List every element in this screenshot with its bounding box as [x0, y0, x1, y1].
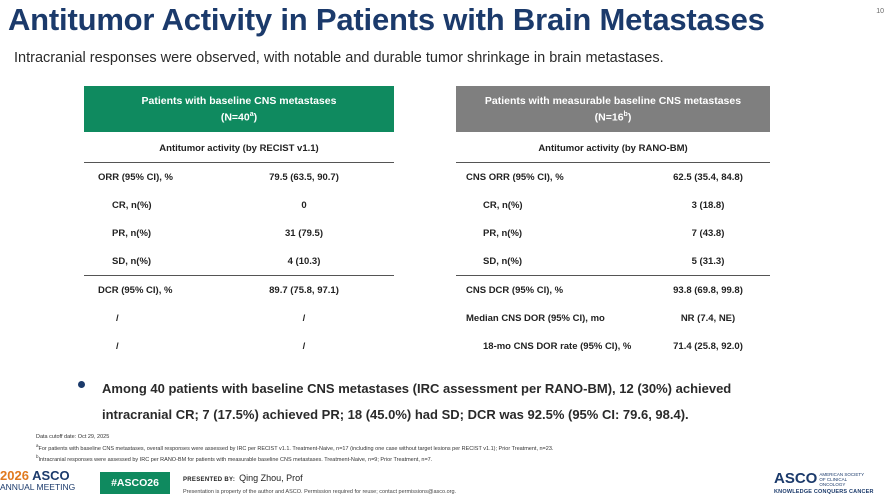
- table-row: ORR (95% CI), % 79.5 (63.5, 90.7): [84, 163, 394, 191]
- row-label: CNS DCR (95% CI), %: [466, 284, 564, 296]
- measurable-cns-header-n: (N=16b): [594, 110, 632, 124]
- row-label: /: [116, 340, 119, 352]
- measurable-cns-header: Patients with measurable baseline CNS me…: [456, 86, 770, 132]
- presenter-name: Qing Zhou, Prof: [239, 473, 303, 483]
- summary-bullet: Among 40 patients with baseline CNS meta…: [78, 376, 868, 428]
- property-note: Presentation is property of the author a…: [183, 489, 457, 495]
- row-label: ORR (95% CI), %: [98, 171, 173, 183]
- baseline-cns-header-title: Patients with baseline CNS metastases: [141, 94, 337, 107]
- table-row: / /: [84, 332, 394, 360]
- slide-footer: 2026 ASCO ANNUAL MEETING #ASCO26 PRESENT…: [0, 464, 888, 500]
- table-row: SD, n(%) 4 (10.3): [84, 247, 394, 275]
- row-value: 5 (31.3): [691, 255, 725, 267]
- table-row: SD, n(%) 5 (31.3): [456, 247, 770, 275]
- hashtag-badge: #ASCO26: [100, 472, 170, 494]
- asco-annual-meeting-logo: 2026 ASCO ANNUAL MEETING: [0, 468, 76, 492]
- table-row: Median CNS DOR (95% CI), mo NR (7.4, NE): [456, 304, 770, 332]
- presented-by: PRESENTED BY: Qing Zhou, Prof: [183, 473, 303, 483]
- asco-society-logo: ASCO AMERICAN SOCIETY OF CLINICAL ONCOLOG…: [774, 470, 874, 495]
- baseline-cns-subheader: Antitumor activity (by RECIST v1.1): [84, 134, 394, 163]
- row-value: /: [302, 340, 306, 352]
- row-label: CR, n(%): [112, 199, 152, 211]
- bullet-line-1: Among 40 patients with baseline CNS meta…: [102, 381, 732, 396]
- bullet-text: Among 40 patients with baseline CNS meta…: [102, 376, 868, 428]
- bullet-dot: [78, 381, 85, 388]
- row-label: PR, n(%): [112, 227, 152, 239]
- row-value: 79.5 (63.5, 90.7): [269, 171, 339, 183]
- row-value: 4 (10.3): [287, 255, 321, 267]
- row-value: 0: [301, 199, 307, 211]
- row-label: Median CNS DOR (95% CI), mo: [466, 312, 605, 324]
- table-row: CR, n(%) 0: [84, 191, 394, 219]
- bullet-line-2: intracranial CR; 7 (17.5%) achieved PR; …: [102, 407, 689, 422]
- table-row: 18-mo CNS DOR rate (95% CI), % 71.4 (25.8…: [456, 332, 770, 360]
- table-row: PR, n(%) 7 (43.8): [456, 219, 770, 247]
- row-label: CR, n(%): [483, 199, 523, 211]
- row-value: 71.4 (25.8, 92.0): [673, 340, 743, 352]
- table-row: CR, n(%) 3 (18.8): [456, 191, 770, 219]
- row-value: NR (7.4, NE): [680, 312, 736, 324]
- footnote-cutoff: Data cutoff date: Oct 29, 2025: [36, 434, 110, 440]
- slide-subtitle: Intracranial responses were observed, wi…: [14, 50, 664, 66]
- measurable-cns-subheader: Antitumor activity (by RANO-BM): [456, 134, 770, 163]
- row-value: 31 (79.5): [284, 227, 324, 239]
- table-row: PR, n(%) 31 (79.5): [84, 219, 394, 247]
- table-row: CNS ORR (95% CI), % 62.5 (35.4, 84.8): [456, 163, 770, 191]
- baseline-cns-rows: ORR (95% CI), % 79.5 (63.5, 90.7) CR, n(%…: [84, 163, 394, 360]
- row-value: 3 (18.8): [691, 199, 725, 211]
- slide-title: Antitumor Activity in Patients with Brai…: [8, 2, 765, 37]
- row-value: 89.7 (75.8, 97.1): [269, 284, 339, 296]
- footnote-b: bIntracranial responses were assessed by…: [36, 453, 433, 463]
- measurable-cns-header-title: Patients with measurable baseline CNS me…: [484, 94, 742, 107]
- footnotes: Data cutoff date: Oct 29, 2025 aFor pati…: [36, 434, 553, 464]
- row-value: 93.8 (69.8, 99.8): [673, 284, 743, 296]
- row-label: /: [116, 312, 119, 324]
- row-value: 7 (43.8): [691, 227, 725, 239]
- measurable-cns-rows: CNS ORR (95% CI), % 62.5 (35.4, 84.8) CR,…: [456, 163, 770, 360]
- row-label: SD, n(%): [483, 255, 523, 267]
- page-number: 10: [876, 8, 884, 15]
- table-row: / /: [84, 304, 394, 332]
- measurable-cns-table: Patients with measurable baseline CNS me…: [456, 86, 770, 360]
- baseline-cns-table: Patients with baseline CNS metastases (N…: [84, 86, 394, 360]
- table-row: DCR (95% CI), % 89.7 (75.8, 97.1): [84, 275, 394, 304]
- table-row: CNS DCR (95% CI), % 93.8 (69.8, 99.8): [456, 275, 770, 304]
- baseline-cns-header-n: (N=40a): [220, 110, 258, 124]
- row-value: 62.5 (35.4, 84.8): [673, 171, 743, 183]
- row-label: SD, n(%): [112, 255, 152, 267]
- baseline-cns-header: Patients with baseline CNS metastases (N…: [84, 86, 394, 132]
- row-label: PR, n(%): [483, 227, 523, 239]
- footnote-a: aFor patients with baseline CNS metastas…: [36, 442, 554, 452]
- row-value: /: [302, 312, 306, 324]
- row-label: DCR (95% CI), %: [98, 284, 173, 296]
- row-label: 18-mo CNS DOR rate (95% CI), %: [483, 340, 632, 352]
- row-label: CNS ORR (95% CI), %: [466, 171, 564, 183]
